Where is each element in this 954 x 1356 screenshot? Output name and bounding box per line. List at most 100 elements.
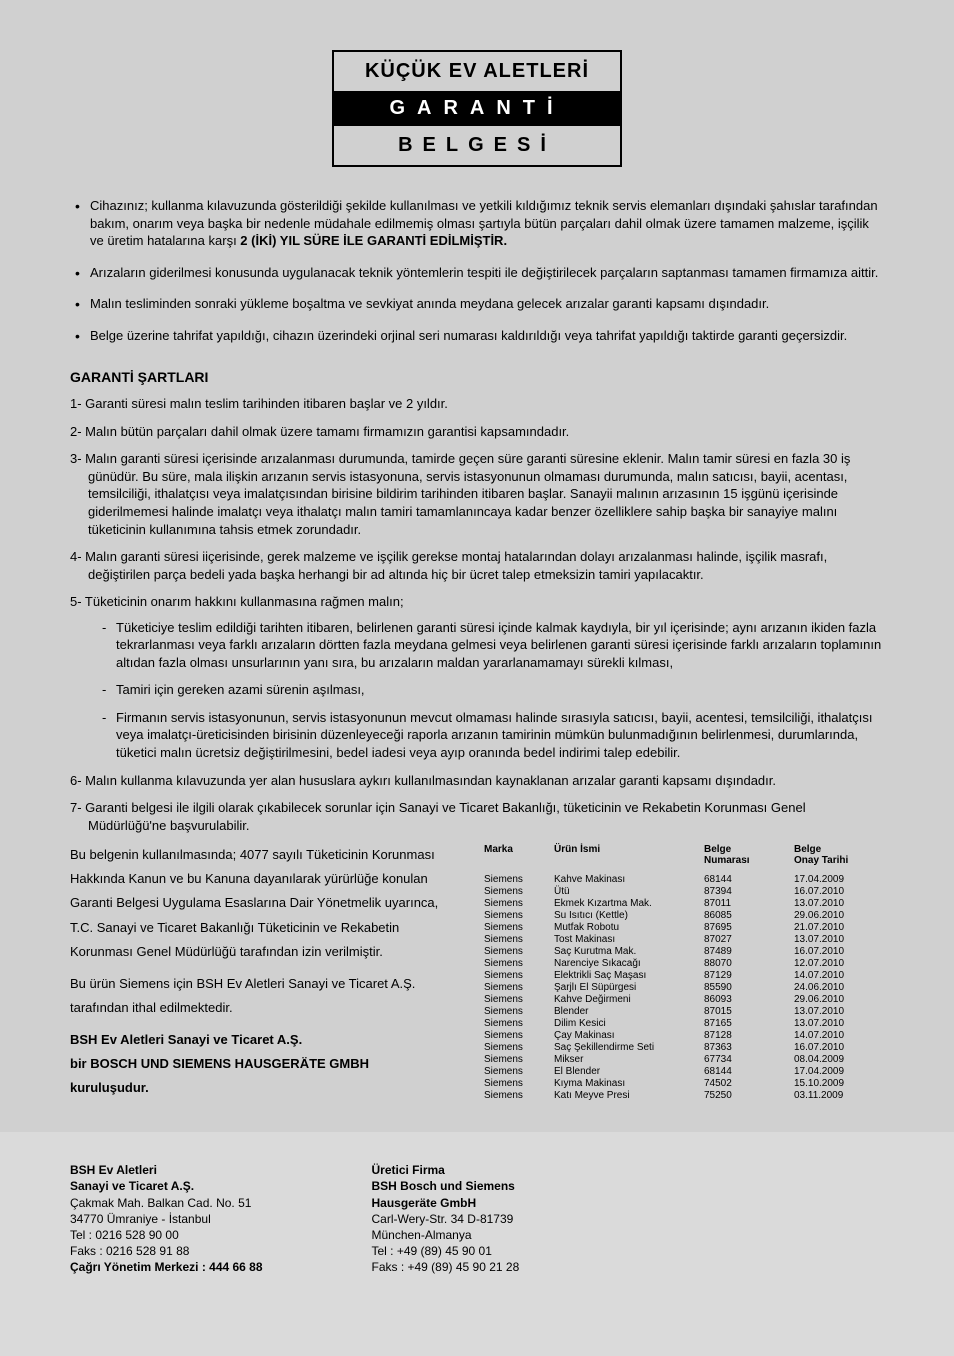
fr-l7: Faks : +49 (89) 45 90 21 28 [371, 1259, 672, 1275]
cell-belge: 75250 [704, 1090, 794, 1102]
cell-belge: 85590 [704, 982, 794, 994]
cell-belge: 87695 [704, 922, 794, 934]
fl-l6: Faks : 0216 528 91 88 [70, 1243, 371, 1259]
cell-tarih: 16.07.2010 [794, 886, 884, 898]
numbered-list: 1- Garanti süresi malın teslim tarihinde… [70, 395, 884, 834]
cell-urun: Blender [554, 1006, 704, 1018]
cell-marka: Siemens [484, 1030, 554, 1042]
cell-belge: 87363 [704, 1042, 794, 1054]
cell-marka: Siemens [484, 922, 554, 934]
left-p9: bir BOSCH UND SIEMENS HAUSGERÄTE GMBH [70, 1053, 464, 1075]
table-row: SiemensSu Isıtıcı (Kettle)8608529.06.201… [484, 910, 884, 922]
cell-tarih: 16.07.2010 [794, 1042, 884, 1054]
sub-item: Tüketiciye teslim edildiği tarihten itib… [88, 619, 884, 672]
cell-urun: Ütü [554, 886, 704, 898]
cell-marka: Siemens [484, 1006, 554, 1018]
fl-l5: Tel : 0216 528 90 00 [70, 1227, 371, 1243]
th-tarih: BelgeOnay Tarihi [794, 844, 884, 866]
sub-item: Firmanın servis istasyonunun, servis ist… [88, 709, 884, 762]
cell-tarih: 03.11.2009 [794, 1090, 884, 1102]
cell-belge: 87129 [704, 970, 794, 982]
left-p5: Korunması Genel Müdürlüğü tarafından izi… [70, 941, 464, 963]
section-title: GARANTİ ŞARTLARI [70, 369, 884, 385]
th-urun: Ürün İsmi [554, 844, 704, 866]
left-column: Bu belgenin kullanılmasında; 4077 sayılı… [70, 844, 484, 1102]
cell-tarih: 14.07.2010 [794, 970, 884, 982]
cell-urun: Çay Makinası [554, 1030, 704, 1042]
table-row: SiemensEl Blender6814417.04.2009 [484, 1066, 884, 1078]
header-box: KÜÇÜK EV ALETLERİ GARANTİ BELGESİ [332, 50, 622, 167]
numbered-item: 1- Garanti süresi malın teslim tarihinde… [70, 395, 884, 413]
footer-section: BSH Ev Aletleri Sanayi ve Ticaret A.Ş. Ç… [0, 1132, 954, 1355]
fr-l1: Üretici Firma [371, 1162, 672, 1178]
table-row: SiemensÇay Makinası8712814.07.2010 [484, 1030, 884, 1042]
cell-tarih: 08.04.2009 [794, 1054, 884, 1066]
table-row: SiemensDilim Kesici8716513.07.2010 [484, 1018, 884, 1030]
footer-right: Üretici Firma BSH Bosch und Siemens Haus… [371, 1162, 672, 1275]
cell-urun: Şarjlı El Süpürgesi [554, 982, 704, 994]
cell-tarih: 17.04.2009 [794, 1066, 884, 1078]
numbered-item: 4- Malın garanti süresi iiçerisinde, ger… [70, 548, 884, 583]
cell-marka: Siemens [484, 982, 554, 994]
fl-l2: Sanayi ve Ticaret A.Ş. [70, 1178, 371, 1194]
numbered-item: 7- Garanti belgesi ile ilgili olarak çık… [70, 799, 884, 834]
cell-belge: 67734 [704, 1054, 794, 1066]
cell-belge: 87011 [704, 898, 794, 910]
cell-belge: 68144 [704, 1066, 794, 1078]
cell-urun: Dilim Kesici [554, 1018, 704, 1030]
fl-l3: Çakmak Mah. Balkan Cad. No. 51 [70, 1195, 371, 1211]
bullet-item: Arızaların giderilmesi konusunda uygulan… [70, 264, 884, 282]
bullet-item: Belge üzerine tahrifat yapıldığı, cihazı… [70, 327, 884, 345]
header-belgesi: BELGESİ [334, 126, 620, 165]
cell-belge: 86093 [704, 994, 794, 1006]
cell-belge: 87015 [704, 1006, 794, 1018]
cell-urun: Su Isıtıcı (Kettle) [554, 910, 704, 922]
cell-urun: Katı Meyve Presi [554, 1090, 704, 1102]
header-garanti: GARANTİ [334, 91, 620, 126]
numbered-item: 5- Tüketicinin onarım hakkını kullanması… [70, 593, 884, 761]
cell-marka: Siemens [484, 1042, 554, 1054]
cell-urun: Saç Kurutma Mak. [554, 946, 704, 958]
cell-marka: Siemens [484, 874, 554, 886]
cell-marka: Siemens [484, 1078, 554, 1090]
table-row: SiemensEkmek Kızartma Mak.8701113.07.201… [484, 898, 884, 910]
table-row: SiemensSaç Şekillendirme Seti8736316.07.… [484, 1042, 884, 1054]
cell-marka: Siemens [484, 934, 554, 946]
cell-tarih: 16.07.2010 [794, 946, 884, 958]
cell-tarih: 14.07.2010 [794, 1030, 884, 1042]
cell-urun: Ekmek Kızartma Mak. [554, 898, 704, 910]
cell-belge: 87027 [704, 934, 794, 946]
cell-belge: 87128 [704, 1030, 794, 1042]
cell-urun: Narenciye Sıkacağı [554, 958, 704, 970]
table-section: Marka Ürün İsmi BelgeNumarası BelgeOnay … [484, 844, 884, 1102]
numbered-item: 2- Malın bütün parçaları dahil olmak üze… [70, 423, 884, 441]
table-row: SiemensNarenciye Sıkacağı8807012.07.2010 [484, 958, 884, 970]
footer-left: BSH Ev Aletleri Sanayi ve Ticaret A.Ş. Ç… [70, 1162, 371, 1275]
table-row: SiemensKatı Meyve Presi7525003.11.2009 [484, 1090, 884, 1102]
cell-urun: Kıyma Makinası [554, 1078, 704, 1090]
cell-urun: Mutfak Robotu [554, 922, 704, 934]
cell-belge: 68144 [704, 874, 794, 886]
cell-marka: Siemens [484, 1090, 554, 1102]
left-p4: T.C. Sanayi ve Ticaret Bakanlığı Tüketic… [70, 917, 464, 939]
left-p10: kuruluşudur. [70, 1077, 464, 1099]
cell-marka: Siemens [484, 1018, 554, 1030]
table-row: SiemensKahve Makinası6814417.04.2009 [484, 874, 884, 886]
left-p6: Bu ürün Siemens için BSH Ev Aletleri San… [70, 973, 464, 995]
numbered-item: 3- Malın garanti süresi içerisinde arıza… [70, 450, 884, 538]
cell-belge: 86085 [704, 910, 794, 922]
cell-belge: 87489 [704, 946, 794, 958]
cell-tarih: 13.07.2010 [794, 1006, 884, 1018]
fr-l4: Carl-Wery-Str. 34 D-81739 [371, 1211, 672, 1227]
main-content: Cihazınız; kullanma kılavuzunda gösteril… [0, 197, 954, 1102]
fl-l7: Çağrı Yönetim Merkezi : 444 66 88 [70, 1259, 371, 1275]
left-p8: BSH Ev Aletleri Sanayi ve Ticaret A.Ş. [70, 1029, 464, 1051]
table-row: SiemensSaç Kurutma Mak.8748916.07.2010 [484, 946, 884, 958]
cell-tarih: 29.06.2010 [794, 910, 884, 922]
fl-l4: 34770 Ümraniye - İstanbul [70, 1211, 371, 1227]
table-row: SiemensŞarjlı El Süpürgesi8559024.06.201… [484, 982, 884, 994]
cell-urun: Kahve Değirmeni [554, 994, 704, 1006]
fr-l6: Tel : +49 (89) 45 90 01 [371, 1243, 672, 1259]
cell-tarih: 13.07.2010 [794, 934, 884, 946]
cell-urun: Mikser [554, 1054, 704, 1066]
